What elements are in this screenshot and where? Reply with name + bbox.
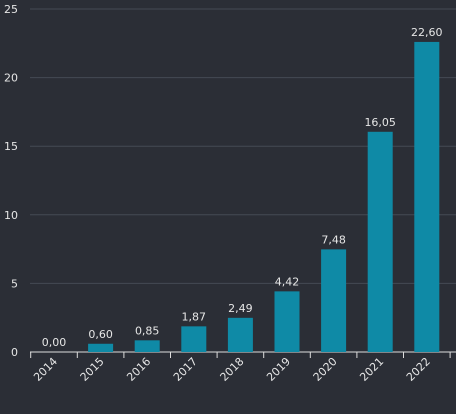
- data-label: 4,42: [275, 275, 300, 288]
- data-label: 1,87: [182, 310, 207, 323]
- bar: [227, 317, 253, 352]
- data-label: 16,05: [364, 116, 396, 129]
- y-tick-label: 15: [4, 140, 18, 153]
- bar: [414, 41, 440, 352]
- bar: [181, 326, 207, 352]
- data-label: 2,49: [228, 302, 253, 315]
- x-tick-label: 2022: [404, 355, 433, 384]
- x-tick-label: 2020: [311, 355, 340, 384]
- data-label: 22,60: [411, 26, 443, 39]
- x-tick-label: 2019: [264, 355, 293, 384]
- bar: [321, 249, 347, 352]
- data-label: 0,00: [42, 336, 67, 349]
- y-tick-label: 0: [11, 346, 18, 359]
- y-tick-label: 25: [4, 3, 18, 16]
- bar: [367, 131, 393, 352]
- x-tick-label: 2021: [357, 355, 386, 384]
- bar: [134, 340, 160, 352]
- data-label: 0,85: [135, 324, 160, 337]
- x-tick-label: 2014: [31, 355, 60, 384]
- data-label: 7,48: [321, 233, 346, 246]
- x-tick-label: 2018: [218, 355, 247, 384]
- x-tick-label: 2017: [171, 355, 200, 384]
- bar: [88, 343, 114, 352]
- y-tick-label: 5: [11, 277, 18, 290]
- y-tick-label: 20: [4, 72, 18, 85]
- y-tick-label: 10: [4, 209, 18, 222]
- bar: [274, 291, 300, 352]
- data-label: 0,60: [88, 328, 113, 341]
- x-tick-label: 2015: [78, 355, 107, 384]
- x-tick-label: 2016: [124, 355, 153, 384]
